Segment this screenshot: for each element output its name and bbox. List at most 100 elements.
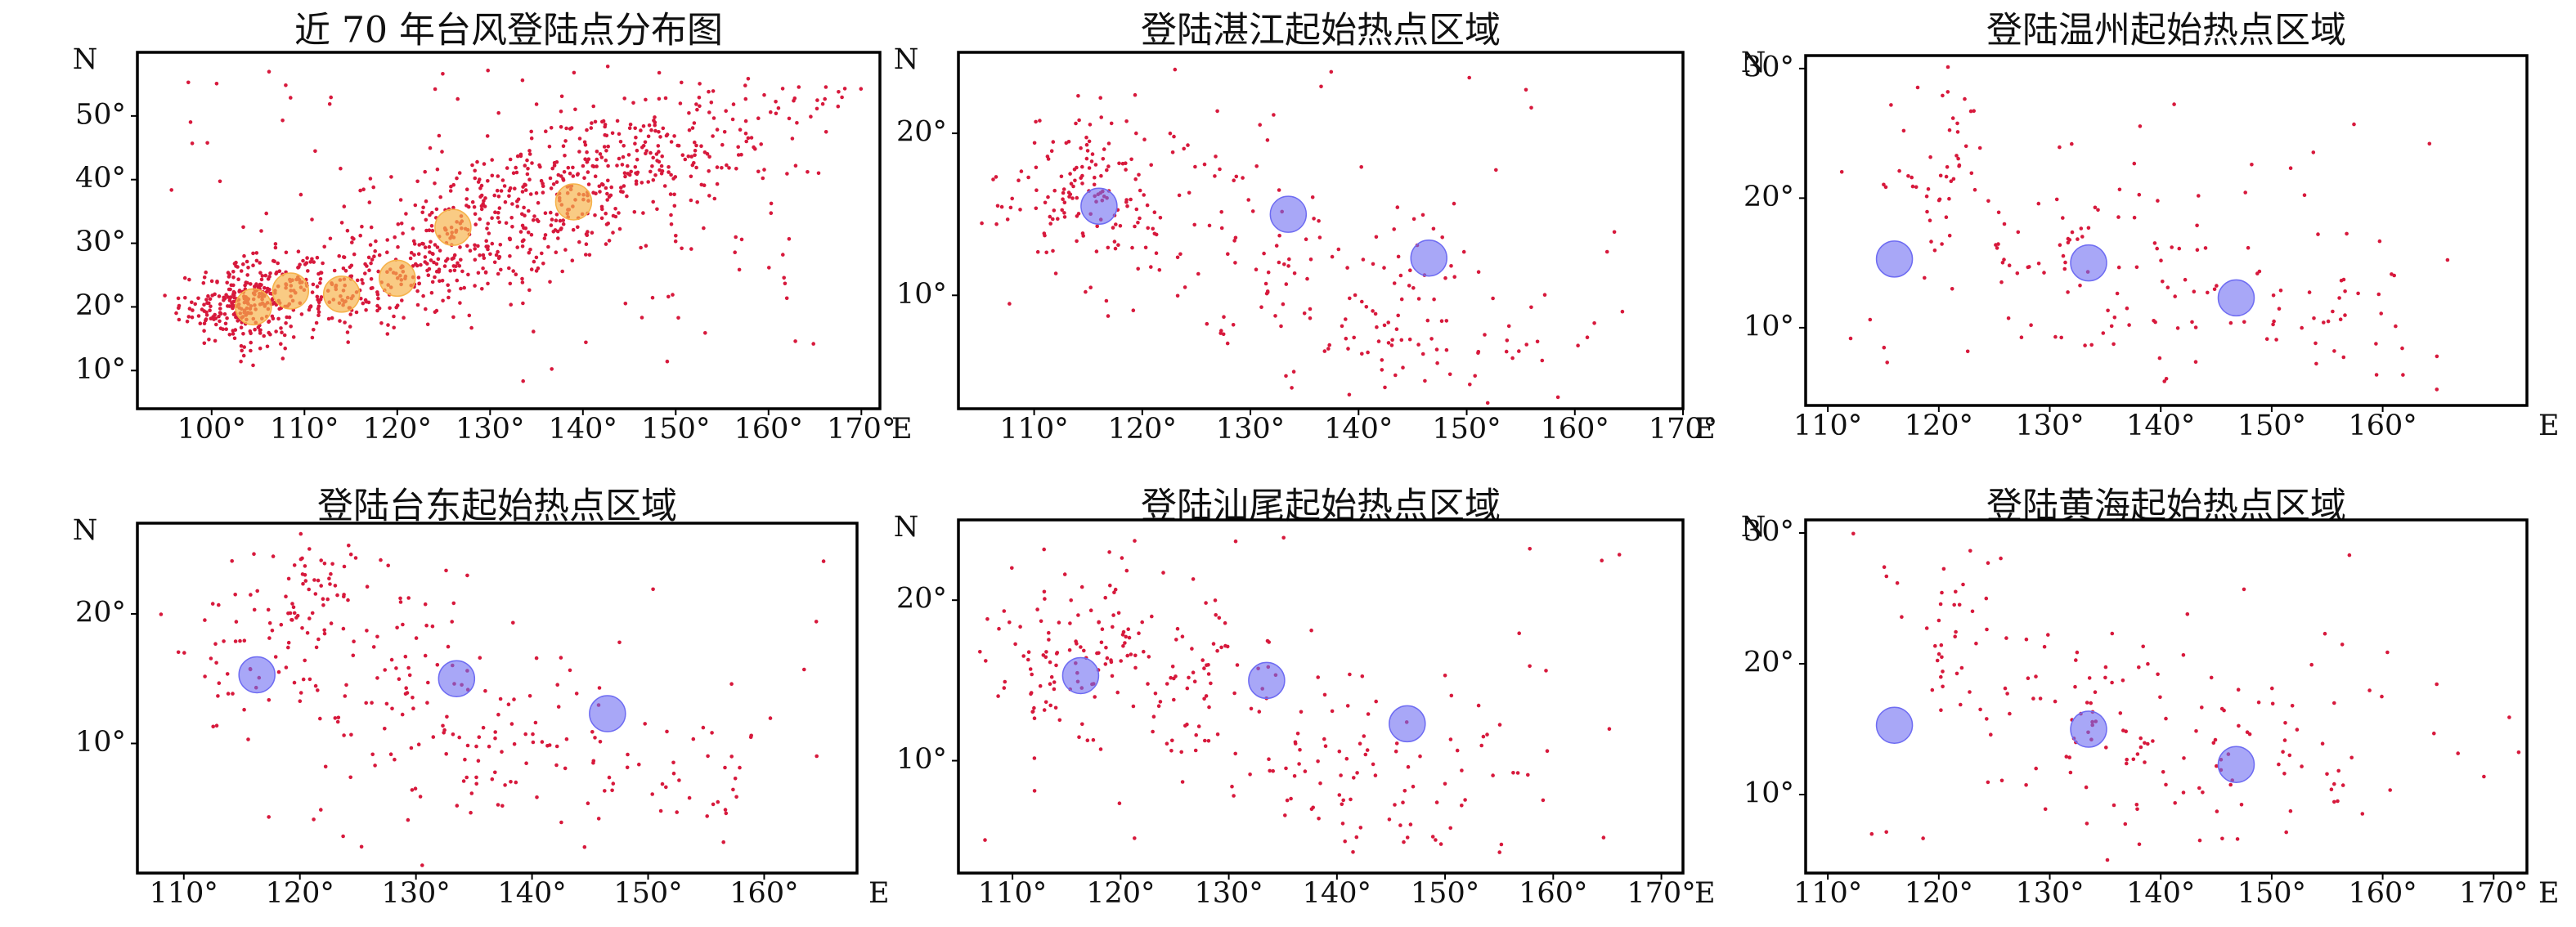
landing-point (725, 163, 729, 168)
landing-point (1133, 92, 1138, 97)
landing-point (435, 167, 440, 172)
landing-point (577, 150, 581, 154)
landing-point (554, 250, 559, 255)
landing-point (2197, 838, 2202, 843)
landing-point (316, 304, 321, 308)
landing-point (1211, 642, 1216, 646)
landing-point (1062, 572, 1067, 576)
landing-point (536, 266, 541, 271)
landing-point (2193, 325, 2198, 329)
landing-point (1374, 699, 1378, 704)
landing-point (323, 764, 328, 769)
landing-point (465, 573, 469, 578)
landing-point (549, 126, 554, 130)
x-axis-label: E (2538, 877, 2560, 910)
landing-point (1045, 154, 1050, 159)
landing-point (303, 262, 307, 266)
landing-point (415, 302, 420, 307)
landing-point (836, 104, 841, 109)
landing-point (423, 169, 427, 174)
landing-point (1109, 121, 1114, 126)
landing-point (177, 306, 181, 311)
landing-point (610, 788, 614, 793)
landing-point (1061, 190, 1066, 195)
landing-point (451, 205, 456, 210)
landing-point (698, 82, 702, 86)
landing-point (657, 150, 661, 154)
landing-point (2103, 665, 2108, 670)
landing-point (509, 216, 514, 220)
landing-point (1432, 297, 1436, 302)
landing-point (2029, 323, 2033, 328)
landing-point (2062, 266, 2067, 271)
hotspot-circle (554, 183, 593, 221)
landing-point (1485, 401, 1490, 405)
landing-point (1193, 164, 1197, 169)
landing-point (411, 239, 416, 244)
landing-point (1214, 613, 1218, 617)
landing-point (383, 668, 388, 672)
landing-point (375, 303, 379, 308)
landing-point (239, 269, 244, 273)
landing-point (1497, 723, 1502, 727)
landing-point (2143, 760, 2147, 764)
landing-point (1376, 339, 1381, 343)
landing-point (1961, 582, 1965, 587)
landing-point (737, 267, 742, 272)
landing-point (1076, 212, 1081, 216)
landing-point (2281, 750, 2285, 754)
landing-point (756, 169, 761, 174)
landing-point (1158, 216, 1163, 220)
landing-point (759, 142, 763, 146)
landing-point (515, 154, 520, 159)
landing-point (1505, 338, 1510, 343)
landing-point (2015, 271, 2020, 275)
landing-point (1317, 235, 1322, 240)
landing-point (1038, 683, 1043, 688)
landing-point (1969, 171, 1974, 176)
landing-point (1910, 184, 1915, 189)
landing-point (551, 182, 556, 186)
landing-point (455, 176, 459, 181)
x-tick-label: 130° (381, 877, 450, 910)
landing-point (188, 120, 193, 124)
landing-point (1358, 826, 1363, 830)
landing-point (1039, 619, 1043, 624)
landing-point (525, 172, 530, 177)
landing-point (303, 579, 308, 583)
x-tick-label: 140° (549, 413, 617, 446)
landing-point (359, 844, 364, 849)
landing-point (2380, 694, 2384, 699)
landing-point (534, 255, 539, 260)
landing-point (635, 148, 640, 153)
landing-point (2320, 741, 2325, 746)
landing-point (423, 245, 428, 249)
landing-point (1109, 660, 1114, 665)
landing-point (1347, 392, 1352, 397)
landing-point (2043, 807, 2048, 812)
landing-point (416, 742, 421, 746)
landing-point (446, 644, 451, 649)
landing-point (2070, 230, 2075, 235)
landing-point (596, 817, 601, 821)
landing-point (2061, 216, 2065, 220)
landing-point (2152, 241, 2157, 245)
landing-point (695, 107, 699, 112)
landing-point (2135, 807, 2139, 812)
landing-point (1352, 776, 1356, 780)
landing-point (639, 245, 643, 250)
landing-point (820, 101, 825, 106)
landing-point (416, 252, 421, 257)
landing-points (159, 531, 826, 867)
landing-point (2288, 808, 2293, 813)
landing-point (1277, 233, 1281, 238)
landing-point (610, 131, 615, 136)
landing-point (597, 686, 602, 690)
landing-point (1353, 293, 1358, 298)
landing-point (225, 316, 229, 320)
landing-point (1408, 268, 1412, 273)
landing-point (1034, 165, 1039, 170)
landing-point (707, 154, 711, 159)
landing-point (1259, 305, 1263, 310)
